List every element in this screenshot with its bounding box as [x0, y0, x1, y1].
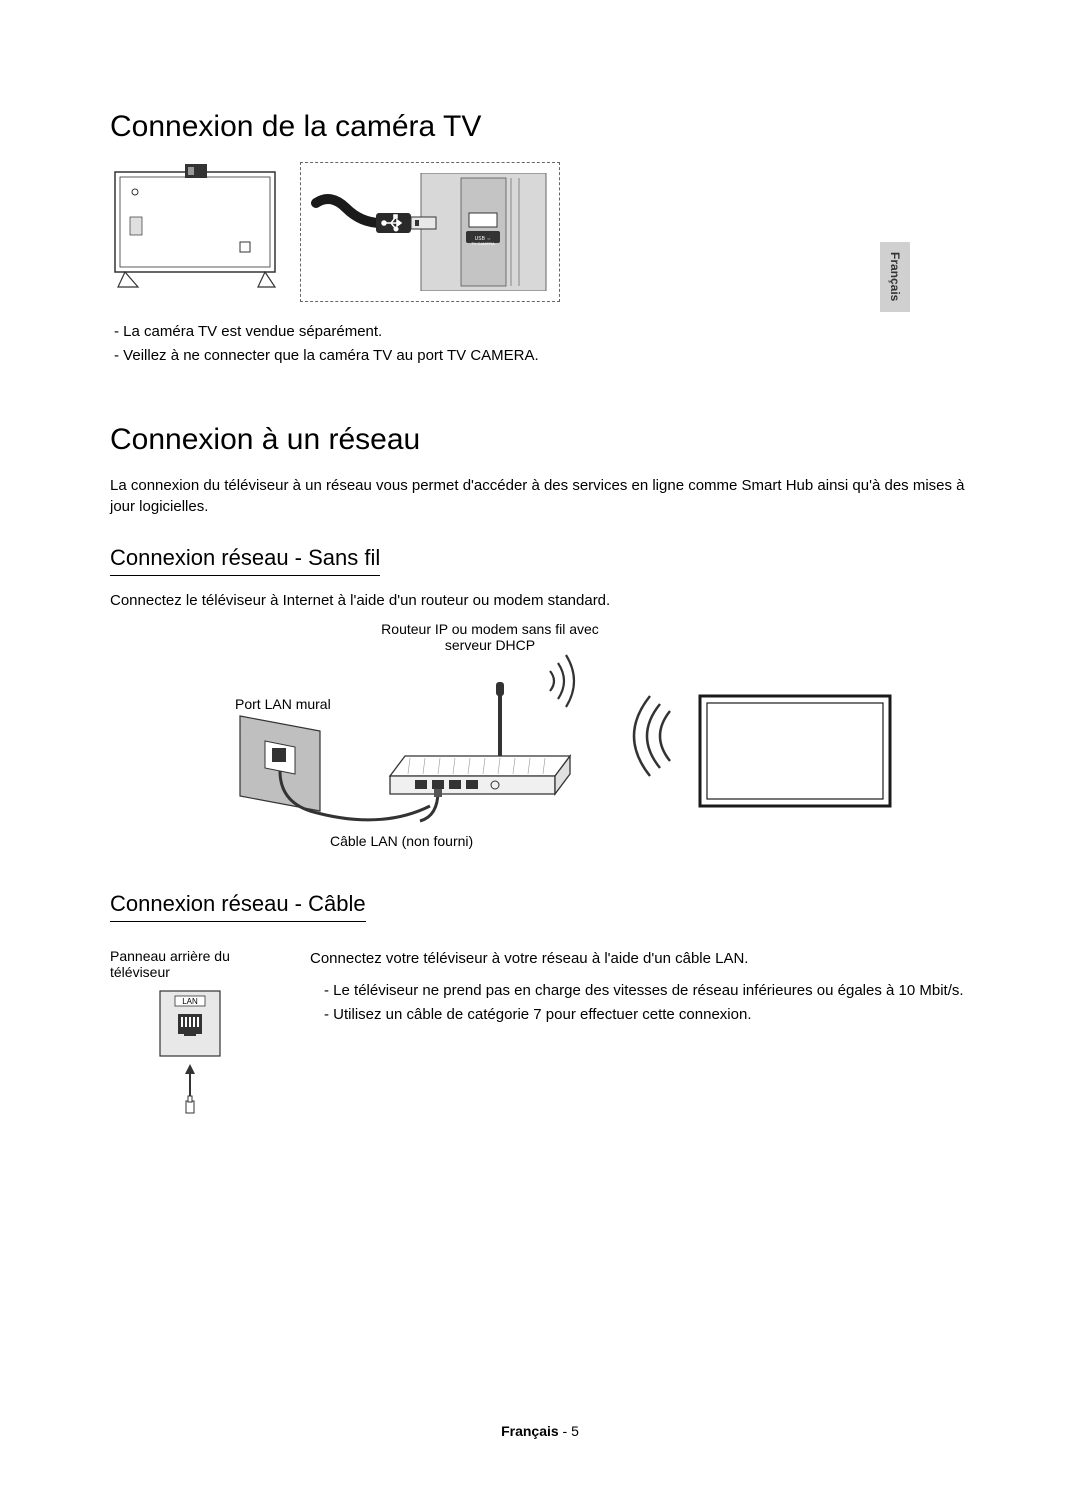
- section-camera: Connexion de la caméra TV: [110, 110, 970, 368]
- camera-note-2: Veillez à ne connecter que la caméra TV …: [130, 344, 970, 368]
- cable-subsection: Connexion réseau - Câble Panneau arrière…: [110, 891, 970, 1116]
- footer-lang: Français: [501, 1423, 559, 1439]
- camera-note-1: La caméra TV est vendue séparément.: [130, 320, 970, 344]
- cable-desc: Connectez votre téléviseur à votre résea…: [310, 948, 970, 969]
- language-tab-label: Français: [888, 252, 902, 301]
- cable-note-2: Utilisez un câble de catégorie 7 pour ef…: [340, 1003, 970, 1027]
- wireless-subsection: Connexion réseau - Sans fil Connectez le…: [110, 545, 970, 851]
- wireless-heading: Connexion réseau - Sans fil: [110, 545, 380, 576]
- footer-sep: -: [559, 1423, 571, 1439]
- cable-note-1: Le téléviseur ne prend pas en charge des…: [340, 979, 970, 1003]
- tv-back-panel-diagram: Panneau arrière du téléviseur LAN: [110, 948, 290, 1116]
- page-footer: Français - 5: [0, 1423, 1080, 1439]
- tv-back-diagram: [110, 162, 280, 302]
- network-intro: La connexion du téléviseur à un réseau v…: [110, 475, 970, 517]
- lan-port-label: LAN: [182, 997, 198, 1006]
- lan-cable-label: Câble LAN (non fourni): [330, 833, 473, 849]
- usb-detail-diagram: USB ⇔ TV CAMERA: [300, 162, 560, 302]
- camera-diagram-row: USB ⇔ TV CAMERA: [110, 162, 970, 302]
- tv-camera-port-label: TV CAMERA: [471, 241, 495, 246]
- wireless-desc: Connectez le téléviseur à Internet à l'a…: [110, 590, 970, 611]
- cable-heading: Connexion réseau - Câble: [110, 891, 366, 922]
- panel-label: Panneau arrière du téléviseur: [110, 948, 290, 980]
- wireless-diagram: Routeur IP ou modem sans fil avec serveu…: [180, 621, 900, 851]
- language-tab: Français: [880, 242, 910, 312]
- cable-notes-list: Le téléviseur ne prend pas en charge des…: [310, 979, 970, 1027]
- section-network-title: Connexion à un réseau: [110, 423, 970, 457]
- camera-notes-list: La caméra TV est vendue séparément. Veil…: [110, 320, 970, 368]
- footer-page: 5: [571, 1423, 579, 1439]
- section-network: Connexion à un réseau La connexion du té…: [110, 423, 970, 1116]
- section-camera-title: Connexion de la caméra TV: [110, 110, 970, 144]
